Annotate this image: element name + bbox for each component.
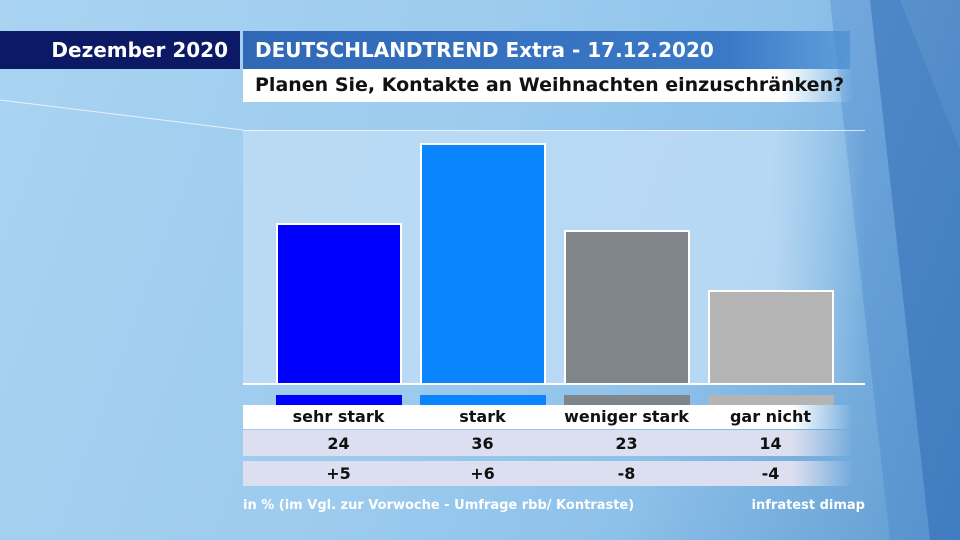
footnote: in % (im Vgl. zur Vorwoche - Umfrage rbb… — [243, 498, 635, 513]
category-label: stark — [459, 407, 506, 426]
chart-title: DEUTSCHLANDTREND Extra - 17.12.2020 — [243, 31, 850, 69]
category-label: sehr stark — [292, 407, 385, 426]
source-label: infratest dimap — [751, 498, 865, 513]
category-label-row: sehr stark stark weniger stark gar nicht — [243, 405, 853, 429]
category-label: gar nicht — [729, 407, 812, 426]
bar-stub — [420, 395, 546, 405]
bar — [708, 289, 834, 383]
value-label: 14 — [759, 434, 782, 453]
bar-stub — [564, 395, 690, 405]
date-label: Dezember 2020 — [0, 31, 240, 69]
baseline — [243, 383, 865, 385]
change-label: -4 — [761, 464, 780, 483]
bar-stub — [276, 395, 402, 405]
plot-top-line — [243, 130, 865, 131]
change-label: +6 — [470, 464, 495, 483]
bar — [564, 229, 690, 383]
question: Planen Sie, Kontakte an Weihnachten einz… — [243, 69, 853, 102]
change-label: -8 — [617, 464, 636, 483]
change-label: +5 — [326, 464, 351, 483]
value-label: 24 — [327, 434, 350, 453]
values-row: 24 36 23 14 — [243, 430, 853, 456]
value-label: 36 — [471, 434, 494, 453]
category-label: weniger stark — [564, 407, 689, 426]
bar-stub — [708, 395, 834, 405]
value-label: 23 — [615, 434, 638, 453]
change-row: +5 +6 -8 -4 — [243, 461, 853, 486]
bar — [276, 223, 402, 383]
bar — [420, 143, 546, 383]
